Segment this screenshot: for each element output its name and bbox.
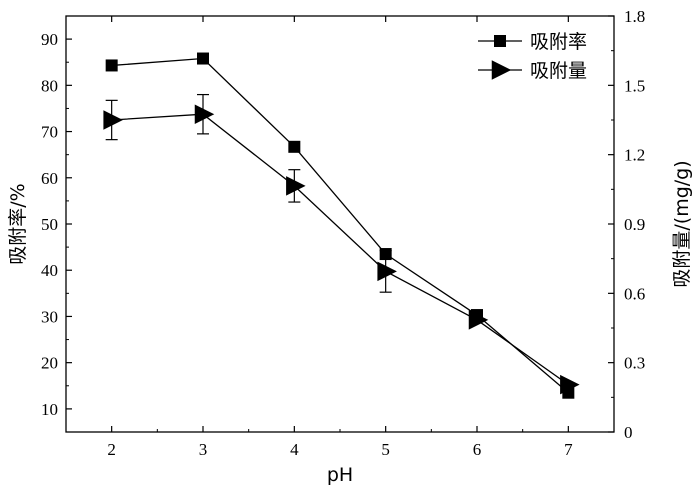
data-point (560, 374, 580, 395)
y-right-tick-label: 0 (624, 423, 633, 442)
data-point (377, 261, 397, 282)
y-axis-right-title: 吸附量/(mg/g) (671, 160, 693, 287)
y-left-tick-label: 60 (41, 169, 58, 188)
y-left-tick-label: 20 (41, 354, 58, 373)
x-tick-label: 6 (473, 440, 482, 459)
data-point (103, 110, 123, 130)
legend-item: 吸附量 (478, 60, 587, 82)
data-point (194, 104, 215, 124)
y-left-tick-label: 40 (41, 261, 58, 280)
data-point (286, 176, 306, 196)
x-tick-label: 7 (564, 440, 573, 459)
x-tick-label: 2 (107, 440, 116, 459)
x-tick-label: 3 (199, 440, 208, 459)
series-1 (105, 52, 575, 399)
y-right-tick-label: 0.9 (624, 215, 645, 234)
y-right-tick-label: 0.6 (624, 284, 645, 303)
y-left-tick-label: 50 (41, 215, 58, 234)
legend-marker (494, 35, 506, 47)
legend-label: 吸附量 (530, 60, 587, 82)
y-axis-left-title: 吸附率/% (7, 183, 29, 264)
y-left-tick-label: 80 (41, 76, 58, 95)
x-tick-label: 4 (290, 440, 299, 459)
y-left-tick-label: 70 (41, 123, 58, 142)
legend-item: 吸附率 (478, 31, 587, 53)
data-point (288, 140, 301, 153)
series-line (111, 113, 569, 386)
data-point (105, 59, 118, 72)
data-point (468, 310, 489, 330)
series-2 (103, 93, 580, 395)
y-right-tick-label: 1.8 (624, 7, 645, 26)
data-point (197, 52, 209, 65)
series-layer (103, 52, 580, 399)
y-left-tick-label: 10 (41, 400, 58, 419)
axes: 2 3 4 5 6 7 10 20 30 40 50 60 70 80 90 0 0.3 0.6 0.9 1.2 1.5… (41, 7, 645, 459)
y-left-tick-label: 90 (41, 30, 58, 49)
y-right-tick-label: 1.2 (624, 146, 645, 165)
y-right-tick-label: 0.3 (624, 354, 645, 373)
x-axis-title: pH (327, 464, 353, 486)
series-line (111, 57, 569, 394)
legend-marker (491, 60, 512, 80)
y-right-tick-label: 1.5 (624, 76, 645, 95)
y-left-tick-label: 30 (41, 307, 58, 326)
legend-label: 吸附率 (530, 31, 587, 53)
x-tick-label: 5 (381, 440, 390, 459)
